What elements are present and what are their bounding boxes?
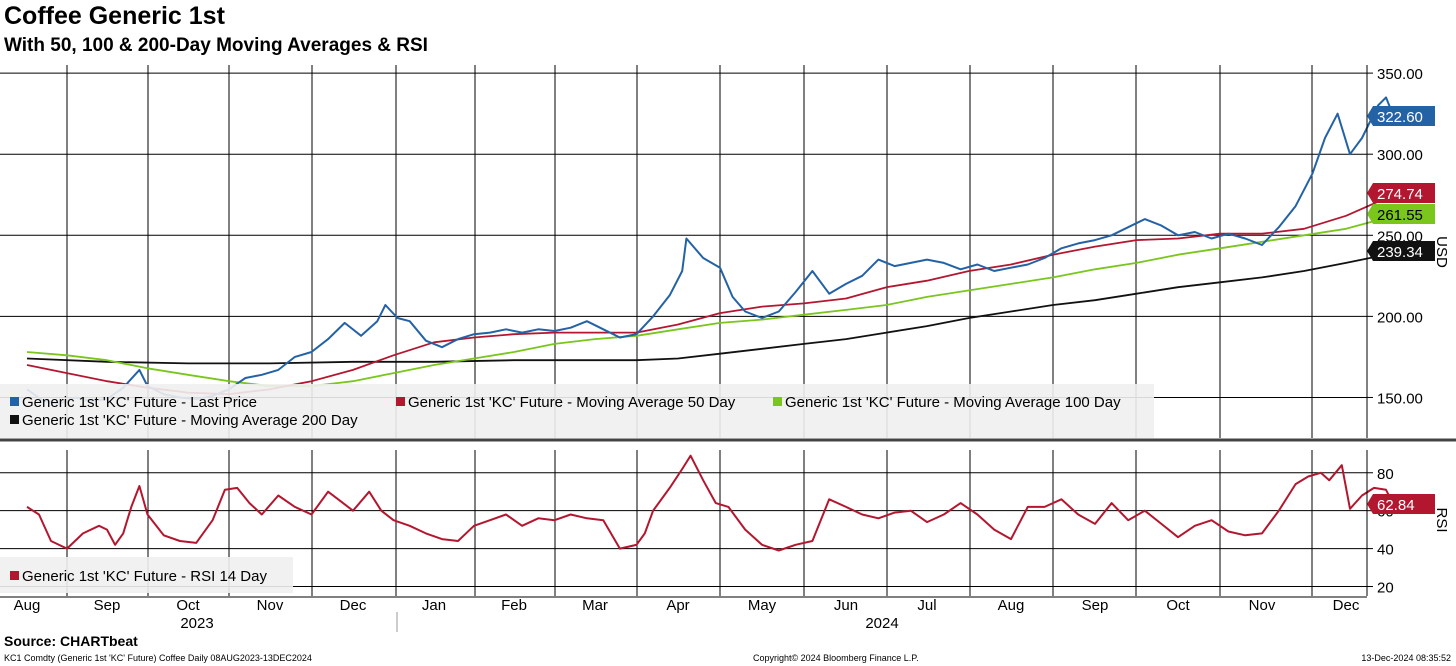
rsi-badge-text: 62.84 — [1377, 497, 1415, 514]
ma100-badge-text: 261.55 — [1377, 207, 1423, 224]
legend-swatch — [10, 415, 19, 424]
timestamp: 13-Dec-2024 08:35:52 — [1361, 653, 1451, 663]
x-tick-label: Sep — [94, 597, 121, 614]
x-tick-label: Dec — [340, 597, 367, 614]
year-label: 2024 — [865, 615, 898, 632]
rsi-lines — [26, 454, 1395, 552]
last-price-badge-bg — [1367, 106, 1435, 126]
axes: 150.00200.00250.00300.00350.0020406080US… — [0, 65, 1456, 632]
chart-title: Coffee Generic 1st — [4, 2, 225, 30]
x-tick-label: Nov — [257, 597, 284, 614]
x-tick-label: Aug — [14, 597, 41, 614]
price-ytick-label: 300.00 — [1377, 147, 1423, 164]
rsi-ytick-label: 40 — [1377, 542, 1394, 559]
legend-label: Generic 1st 'KC' Future - RSI 14 Day — [22, 568, 267, 585]
rsi-grid — [0, 450, 1367, 596]
x-tick-label: Feb — [501, 597, 527, 614]
x-tick-label: Oct — [176, 597, 200, 614]
legend-swatch — [773, 397, 782, 406]
rsi-ytick-label: 80 — [1377, 466, 1394, 483]
last-price-badge-text: 322.60 — [1377, 109, 1423, 126]
price-ytick-label: 350.00 — [1377, 66, 1423, 83]
series-line-3 — [26, 252, 1395, 365]
year-label: 2023 — [180, 615, 213, 632]
chart-subtitle: With 50, 100 & 200-Day Moving Averages &… — [4, 35, 428, 56]
x-tick-label: Mar — [582, 597, 608, 614]
x-tick-label: Jan — [422, 597, 446, 614]
x-tick-label: Sep — [1082, 597, 1109, 614]
ticker-info: KC1 Comdty (Generic 1st 'KC' Future) Cof… — [4, 653, 312, 663]
price-ytick-label: 200.00 — [1377, 309, 1423, 326]
rsi-badge-bg — [1367, 494, 1435, 514]
rsi-line — [26, 454, 1395, 552]
legends: Generic 1st 'KC' Future - Last Price Gene… — [0, 384, 1154, 593]
copyright: Copyright© 2024 Bloomberg Finance L.P. — [753, 653, 919, 663]
price-legend-box — [0, 384, 1154, 438]
ma200-badge-text: 239.34 — [1377, 244, 1423, 261]
x-tick-label: Apr — [666, 597, 689, 614]
series-line-2 — [26, 214, 1395, 387]
x-tick-label: Dec — [1333, 597, 1360, 614]
price-axis-title: USD — [1433, 236, 1450, 268]
source-label: Source: CHARTbeat — [4, 633, 138, 649]
ma50-badge-text: 274.74 — [1377, 186, 1423, 203]
price-grid — [0, 65, 1367, 438]
value-badges: 322.60 274.74 261.55 239.34 62.84 — [1367, 106, 1435, 514]
price-ytick-label: 150.00 — [1377, 390, 1423, 407]
x-tick-label: Jul — [917, 597, 936, 614]
x-tick-label: Nov — [1249, 597, 1276, 614]
ma200-badge-bg — [1367, 241, 1435, 261]
rsi-ytick-label: 20 — [1377, 580, 1394, 597]
legend-swatch — [10, 571, 19, 580]
legend-label: Generic 1st 'KC' Future - Moving Average… — [785, 394, 1121, 411]
rsi-axis-title: RSI — [1433, 507, 1450, 532]
x-tick-label: May — [748, 597, 777, 614]
ma100-badge-bg — [1367, 204, 1435, 224]
price-lines — [26, 96, 1395, 405]
legend-label: Generic 1st 'KC' Future - Last Price — [22, 394, 257, 411]
legend-label: Generic 1st 'KC' Future - Moving Average… — [22, 412, 358, 429]
x-tick-label: Jun — [834, 597, 858, 614]
legend-swatch — [396, 397, 405, 406]
legend-label: Generic 1st 'KC' Future - Moving Average… — [408, 394, 736, 411]
rsi-legend-box — [0, 557, 293, 593]
series-line-0 — [26, 96, 1395, 405]
ma50-badge-bg — [1367, 183, 1435, 203]
x-tick-label: Aug — [998, 597, 1025, 614]
x-tick-label: Oct — [1166, 597, 1190, 614]
legend-swatch — [10, 397, 19, 406]
